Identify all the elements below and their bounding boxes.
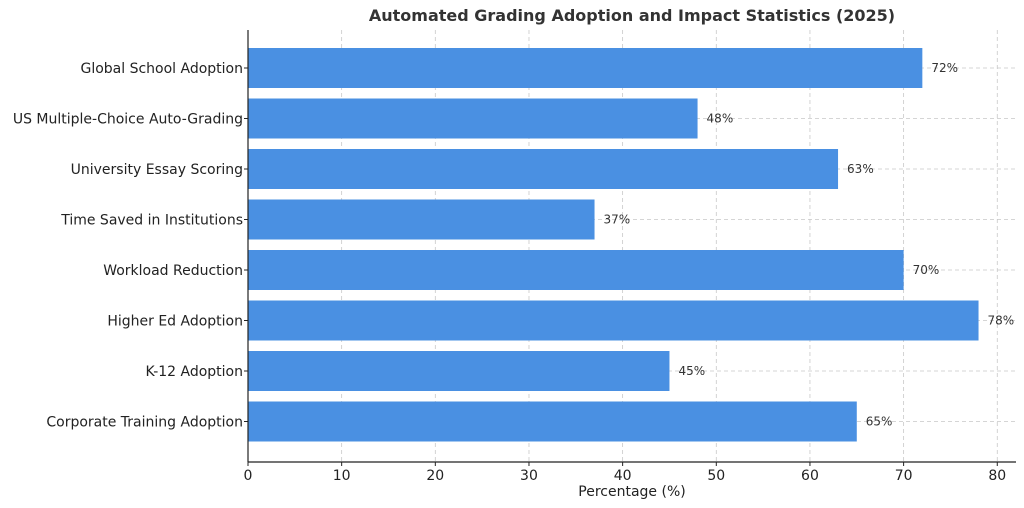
- grid-lines: [248, 30, 1016, 462]
- bars: [248, 48, 979, 442]
- x-tick-label: 10: [333, 468, 351, 484]
- x-tick-labels: 0 10 20 30 40 50 60 70 80: [244, 462, 1006, 484]
- category-labels: Global School Adoption US Multiple-Choice…: [13, 61, 248, 431]
- category-label: Corporate Training Adoption: [46, 415, 243, 431]
- value-label: 70%: [913, 263, 940, 277]
- value-label: 48%: [707, 112, 734, 126]
- bar: [248, 98, 698, 139]
- x-tick-label: 50: [707, 468, 725, 484]
- category-label: K-12 Adoption: [145, 364, 243, 380]
- value-label: 72%: [931, 61, 958, 75]
- x-tick-label: 30: [520, 468, 538, 484]
- category-label: Global School Adoption: [80, 61, 243, 77]
- value-label: 37%: [604, 213, 631, 227]
- x-tick-label: 80: [988, 468, 1006, 484]
- bar: [248, 351, 670, 391]
- x-tick-label: 70: [895, 468, 913, 484]
- axes: [247, 30, 1016, 463]
- x-axis-title: Percentage (%): [578, 484, 685, 500]
- value-labels: 72% 48% 63% 37% 70% 78% 45% 65%: [604, 61, 1015, 429]
- x-tick-label: 0: [244, 468, 253, 484]
- x-tick-label: 20: [426, 468, 444, 484]
- bar: [248, 401, 857, 442]
- bar: [248, 199, 595, 240]
- value-label: 63%: [847, 162, 874, 176]
- value-label: 45%: [678, 364, 705, 378]
- x-tick-label: 40: [614, 468, 632, 484]
- bar: [248, 149, 839, 189]
- category-label: University Essay Scoring: [71, 162, 243, 178]
- category-label: US Multiple-Choice Auto-Grading: [13, 112, 243, 128]
- value-label: 78%: [988, 314, 1015, 328]
- chart-title: Automated Grading Adoption and Impact St…: [369, 6, 895, 25]
- x-tick-label: 60: [801, 468, 819, 484]
- bar: [248, 250, 904, 290]
- value-label: 65%: [866, 415, 893, 429]
- category-label: Time Saved in Institutions: [60, 213, 243, 229]
- category-label: Workload Reduction: [103, 263, 243, 279]
- bar: [248, 300, 979, 341]
- category-label: Higher Ed Adoption: [107, 314, 243, 330]
- bar: [248, 48, 923, 88]
